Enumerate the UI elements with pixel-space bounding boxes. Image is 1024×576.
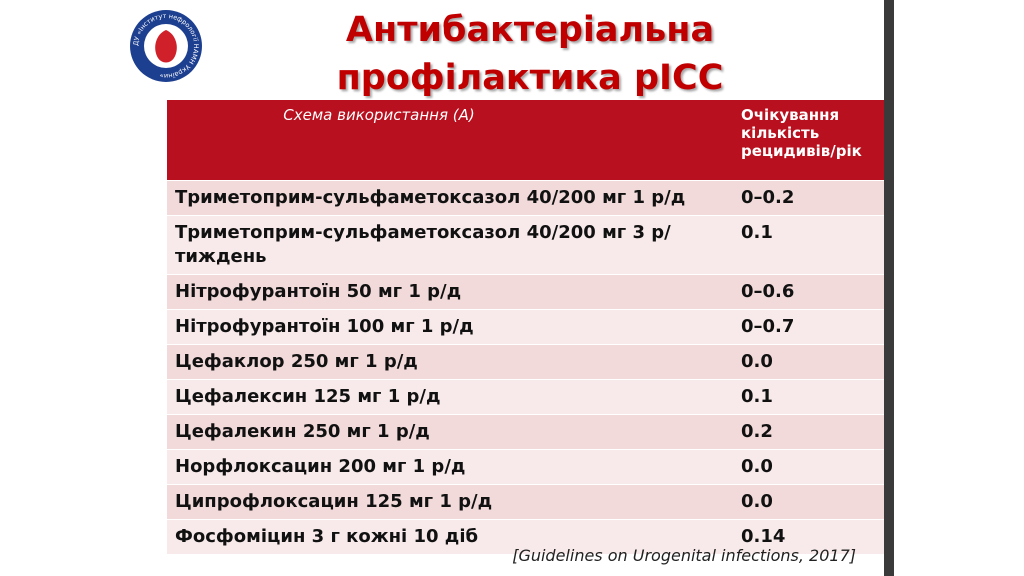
header-cell: Очікування кількість рецидивів/рік [733,100,884,181]
side-stripe [884,0,894,576]
data-table: Схема використання (А) Очікування кількі… [167,100,884,554]
table-row: Триметоприм-сульфаметоксазол 40/200 мг 1… [167,180,884,216]
table-cell: Цефалексин 125 мг 1 р/д [167,379,733,415]
table-cell: 0.0 [733,344,884,380]
table-row: Нітрофурантоїн 100 мг 1 р/д 0–0.7 [167,309,884,345]
table-cell: 0–0.6 [733,274,884,310]
table-cell: Триметоприм-сульфаметоксазол 40/200 мг 1… [167,180,733,216]
slide-title: Антибактеріальна профілактика рІСС [250,6,810,102]
header-cell: Схема використання (А) [167,100,733,181]
table-cell: 0.1 [733,215,884,275]
table-head: Схема використання (А) Очікування кількі… [167,100,884,181]
table-cell: Цефаклор 250 мг 1 р/д [167,344,733,380]
table-cell: 0.2 [733,414,884,450]
table-row: Цефалекин 250 мг 1 р/д 0.2 [167,414,884,450]
table-row: Триметоприм-сульфаметоксазол 40/200 мг 3… [167,215,884,275]
table-cell: 0.0 [733,484,884,520]
logo: ДУ «Інститут нефрології НАМН України» [130,10,202,82]
table-row: Цефаклор 250 мг 1 р/д 0.0 [167,344,884,380]
table-cell: Норфлоксацин 200 мг 1 р/д [167,449,733,485]
table-cell: 0.1 [733,379,884,415]
table-cell: 0.14 [733,519,884,554]
logo-kidney [155,30,177,63]
table-cell: 0–0.7 [733,309,884,345]
table-row: Нітрофурантоїн 50 мг 1 р/д 0–0.6 [167,274,884,310]
table-cell: Фосфоміцин 3 г кожні 10 діб [167,519,733,554]
table-row: Норфлоксацин 200 мг 1 р/д 0.0 [167,449,884,485]
table-cell: Ципрофлоксацин 125 мг 1 р/д [167,484,733,520]
table-row: Ципрофлоксацин 125 мг 1 р/д 0.0 [167,484,884,520]
table-row: Фосфоміцин 3 г кожні 10 діб 0.14 [167,519,884,554]
table-body: Триметоприм-сульфаметоксазол 40/200 мг 1… [167,180,884,554]
table-cell: Нітрофурантоїн 100 мг 1 р/д [167,309,733,345]
citation: [Guidelines on Urogenital infections, 20… [512,546,856,565]
table-row: Цефалексин 125 мг 1 р/д 0.1 [167,379,884,415]
table-cell: Нітрофурантоїн 50 мг 1 р/д [167,274,733,310]
table-cell: Цефалекин 250 мг 1 р/д [167,414,733,450]
title-line: профілактика рІСС [336,58,724,98]
table-cell: 0.0 [733,449,884,485]
header-row: Схема використання (А) Очікування кількі… [167,100,884,181]
title-line: Антибактеріальна [345,10,715,50]
table-cell: Триметоприм-сульфаметоксазол 40/200 мг 3… [167,215,733,275]
table-cell: 0–0.2 [733,180,884,216]
